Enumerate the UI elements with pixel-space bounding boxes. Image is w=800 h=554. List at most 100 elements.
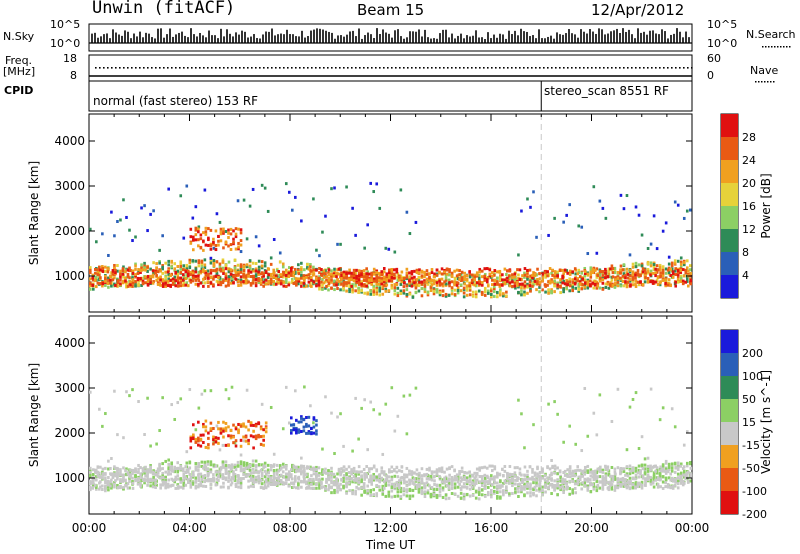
power-cell [499,278,502,282]
power-cell [113,263,116,267]
power-cell [104,265,107,269]
velocity-cell [194,428,198,432]
freq-sample [271,67,273,69]
velocity-cell [502,481,505,485]
power-feature-cell [483,274,487,278]
power-feature-cell [327,281,331,285]
power-feature-cell [214,244,218,248]
power-feature-cell [576,272,580,276]
freq-sample [667,67,669,69]
power-feature-cell [342,273,346,277]
power-feature-cell [199,281,203,285]
power-feature-cell [661,278,665,282]
power-feature-cell [186,284,190,288]
power-feature-cell [104,279,107,283]
power-cell [532,281,535,285]
power-feature-cell [465,277,469,281]
velocity-cell [351,490,354,494]
velocity-cell [480,481,484,485]
power-cell [330,269,333,273]
power-cell [194,205,198,209]
velocity-cell [363,475,366,479]
velocity-cell [369,493,372,497]
velocity-cell [239,460,243,464]
velocity-feature-cell [367,467,371,471]
power-feature-cell [440,272,444,276]
power-feature-cell [651,279,655,283]
velocity-feature-cell [136,482,140,486]
freq-sample [615,67,617,69]
power-feature-cell [121,281,125,285]
power-cell [417,271,421,275]
power-cell [634,261,638,265]
power-feature-cell [508,284,512,288]
power-feature-cell [129,280,132,284]
velocity-cell [167,466,170,470]
power-cell [595,280,599,284]
velocity-cell [381,492,385,496]
power-feature-cell [277,281,281,285]
velocity-cell [643,467,647,471]
freq-sample [555,67,557,69]
power-feature-cell [659,274,662,278]
velocity-cell [387,493,391,497]
velocity-cell [447,477,451,481]
velocity-feature-cell [186,470,190,474]
velocity-cell [417,479,421,483]
power-cell [197,272,201,276]
freq-sample [227,67,229,69]
freq-sample [519,67,521,69]
power-feature-cell [370,276,373,280]
velocity-cell [260,474,264,478]
power-feature-cell [192,238,195,242]
velocity-cell [242,439,246,443]
freq-sample [671,67,673,69]
velocity-feature-cell [159,483,162,487]
velocity-cell [601,470,605,474]
power-feature-cell [312,268,316,272]
freq-sample [439,67,441,69]
velocity-feature-cell [267,471,270,475]
nave-legend-dot [764,81,766,83]
power-feature-cell [380,282,384,286]
velocity-cell [664,459,668,463]
freq-sample [103,67,105,69]
freq-sample [283,67,285,69]
velocity-cell [312,482,315,486]
power-cell [125,268,128,272]
velocity-cell [640,480,644,484]
freq-sample [379,67,381,69]
velocity-cell [188,466,192,470]
power-feature-cell [217,243,220,247]
velocity-cell [586,434,590,438]
power-cell [128,266,131,270]
power-cell [384,246,388,250]
velocity-cell [592,485,596,489]
power-feature-cell [420,274,424,278]
power-feature-cell [458,277,461,281]
velocity-cell [610,483,614,487]
freq-sample [375,67,377,69]
power-feature-cell [287,271,291,275]
power-cell [601,287,605,291]
power-feature-cell [139,277,142,281]
velocity-cell [496,495,499,499]
velocity-feature-cell [332,472,336,476]
power-cell [393,286,397,290]
power-cell [613,271,617,275]
freq-sample [319,67,321,69]
power-cell [667,262,671,266]
velocity-feature-cell [209,478,213,482]
velocity-feature-cell [106,483,110,487]
power-cell [444,292,448,296]
power-feature-cell [606,282,610,286]
velocity-cell [278,482,282,486]
power-cell [622,207,626,211]
velocity-cell [532,481,535,485]
velocity-feature-cell [320,486,323,490]
power-feature-cell [345,272,348,276]
power-feature-cell [611,271,615,275]
power-feature-cell [631,277,635,281]
power-cell [333,288,336,292]
velocity-feature-cell [207,472,210,476]
